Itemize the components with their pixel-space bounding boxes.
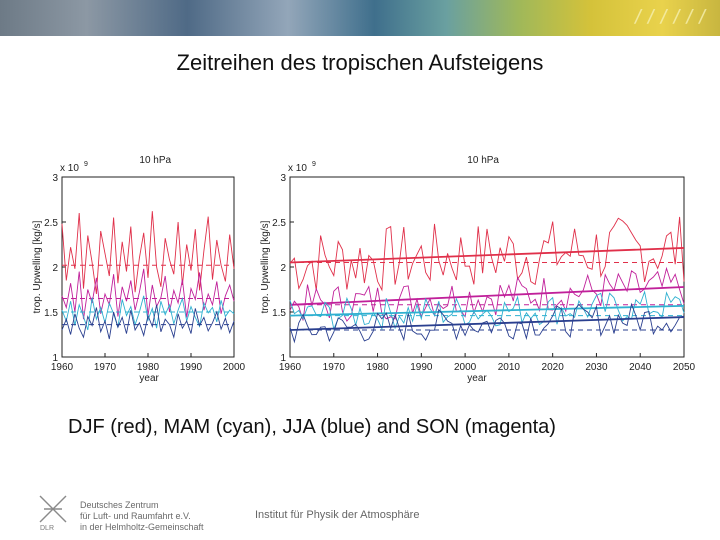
x-axis-label: year [139, 373, 159, 384]
svg-text:DLR: DLR [40, 525, 54, 532]
x-tick-label: 2040 [629, 362, 652, 373]
y-tick-label: 2.5 [272, 218, 286, 229]
x-tick-label: 1980 [366, 362, 389, 373]
trend-line-son [289, 286, 685, 306]
y-tick-label: 3 [280, 173, 286, 184]
axis-exponent-power: 9 [312, 161, 316, 168]
x-tick-label: 1990 [180, 362, 203, 373]
x-axis-label: year [467, 373, 487, 384]
x-tick-label: 1970 [323, 362, 346, 373]
series-line-djf [289, 216, 685, 292]
x-tick-label: 1980 [137, 362, 160, 373]
y-tick-label: 1 [280, 353, 286, 364]
series-line-jja [61, 304, 235, 340]
chart-left: 1960 1970 1980 1990 2000 1 1.5 2 2.5 3 10 hPa x 10 9… [32, 155, 246, 384]
header-banner: ////// [0, 0, 720, 36]
y-tick-label: 1.5 [44, 308, 58, 319]
y-tick-label: 2.5 [44, 218, 58, 229]
x-tick-label: 1990 [410, 362, 433, 373]
logo-line-2: für Luft- und Raumfahrt e.V. [80, 511, 191, 521]
season-caption: DJF (red), MAM (cyan), JJA (blue) and SO… [68, 416, 556, 438]
dlr-logo-text: Deutsches Zentrum für Luft- und Raumfahr… [80, 500, 204, 533]
trend-line-jja [289, 316, 685, 331]
x-tick-label: 1960 [51, 362, 74, 373]
y-tick-label: 3 [52, 173, 58, 184]
y-tick-label: 2 [280, 263, 286, 274]
trend-line-mam [289, 304, 685, 317]
axis-exponent: x 10 [60, 163, 79, 174]
plot-title: 10 hPa [139, 155, 171, 166]
axis-exponent: x 10 [288, 163, 307, 174]
trend-line-djf [289, 247, 685, 264]
y-tick-label: 1 [52, 353, 58, 364]
x-tick-label: 2010 [498, 362, 521, 373]
charts-area: 1960 1970 1980 1990 2000 1 1.5 2 2.5 3 10 hPa x 10 9… [32, 155, 696, 384]
y-axis-label: trop. Upwelling [kg/s] [32, 220, 43, 313]
x-tick-label: 1970 [94, 362, 117, 373]
logo-line-3: in der Helmholtz-Gemeinschaft [80, 522, 204, 532]
logo-line-1: Deutsches Zentrum [80, 500, 159, 510]
series-line-mam [61, 295, 235, 331]
x-tick-label: 2030 [585, 362, 608, 373]
chart-right: 1960 1970 1980 1990 2000 2010 2020 2030 2040 2050… [260, 155, 696, 384]
footer-institute: Institut für Physik der Atmosphäre [255, 509, 420, 521]
series-line-djf [61, 211, 235, 295]
axis-exponent-power: 9 [84, 161, 88, 168]
x-tick-label: 2050 [673, 362, 696, 373]
series-line-jja [289, 302, 685, 344]
y-axis-label: trop. Upwelling [kg/s] [260, 220, 271, 313]
slide-title: Zeitreihen des tropischen Aufsteigens [176, 50, 544, 75]
plot-frame [61, 176, 235, 358]
series-line-son [289, 266, 685, 322]
x-tick-label: 1960 [279, 362, 302, 373]
x-tick-label: 2000 [223, 362, 246, 373]
y-tick-label: 2 [52, 263, 58, 274]
x-tick-label: 2020 [542, 362, 565, 373]
plot-title: 10 hPa [467, 155, 499, 166]
y-tick-label: 1.5 [272, 308, 286, 319]
x-tick-label: 2000 [454, 362, 477, 373]
banner-decoration-icon: ////// [632, 6, 710, 27]
dlr-logo-icon: DLR [39, 495, 67, 532]
